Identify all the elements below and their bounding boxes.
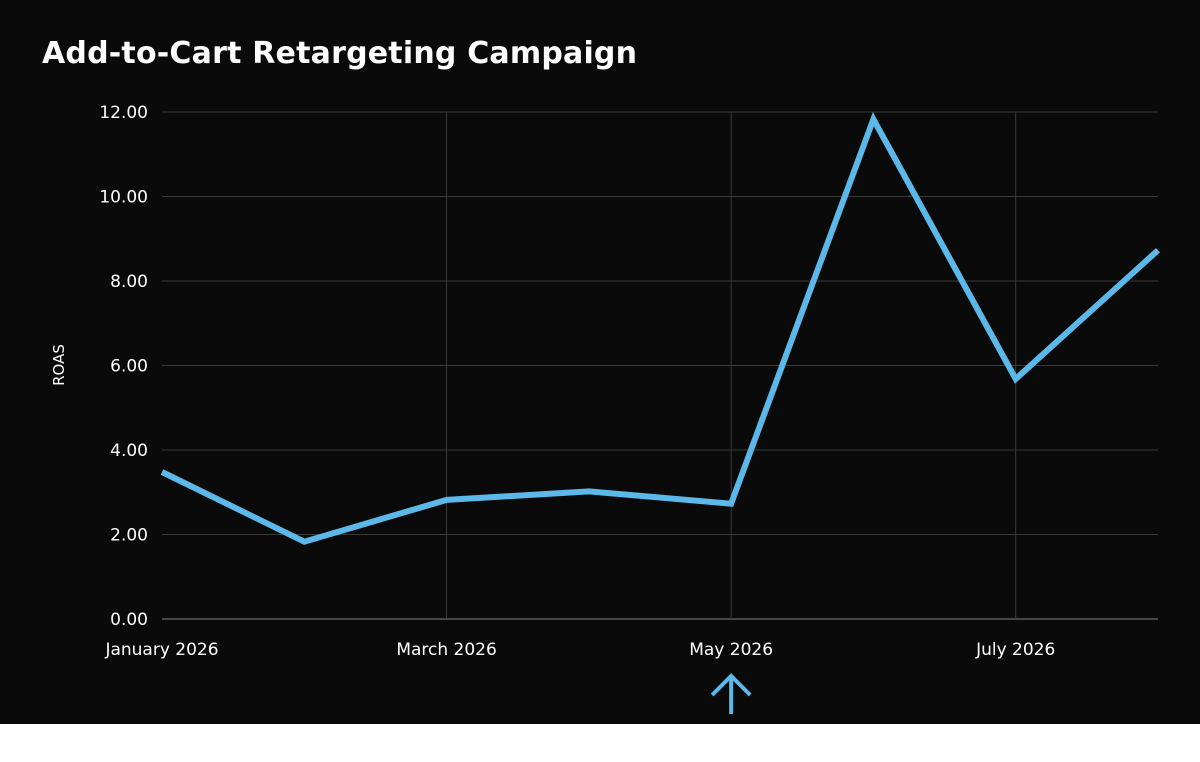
line-chart: 0.00 2.00 4.00 6.00 8.00 10.00 12.00 January 2… bbox=[50, 103, 1161, 714]
x-tick-label: May 2026 bbox=[689, 640, 773, 660]
y-axis-label: ROAS bbox=[50, 344, 68, 386]
y-tick-label: 6.00 bbox=[110, 357, 148, 377]
y-tick-label: 0.00 bbox=[110, 610, 148, 630]
x-axis-ticks: January 2026 March 2026 May 2026 July 2026 bbox=[104, 640, 1055, 660]
y-tick-label: 10.00 bbox=[99, 188, 148, 208]
x-tick-label: March 2026 bbox=[396, 640, 497, 660]
series-group bbox=[160, 111, 1161, 545]
y-tick-label: 8.00 bbox=[110, 272, 148, 292]
y-tick-label: 4.00 bbox=[110, 441, 148, 461]
y-axis-ticks: 0.00 2.00 4.00 6.00 8.00 10.00 12.00 bbox=[99, 103, 148, 630]
x-tick-label: January 2026 bbox=[104, 640, 218, 660]
series-line bbox=[160, 111, 1161, 545]
arrow-head bbox=[710, 673, 752, 697]
y-tick-label: 12.00 bbox=[99, 103, 148, 123]
arrow-up-icon bbox=[710, 673, 752, 714]
chart-title: Add-to-Cart Retargeting Campaign bbox=[42, 36, 638, 71]
annotations bbox=[710, 673, 752, 714]
y-tick-label: 2.00 bbox=[110, 526, 148, 546]
chart-panel: Add-to-Cart Retargeting Campaign 0.00 2.0… bbox=[0, 0, 1200, 724]
grid-lines bbox=[162, 111, 1158, 620]
x-tick-label: July 2026 bbox=[975, 640, 1055, 660]
